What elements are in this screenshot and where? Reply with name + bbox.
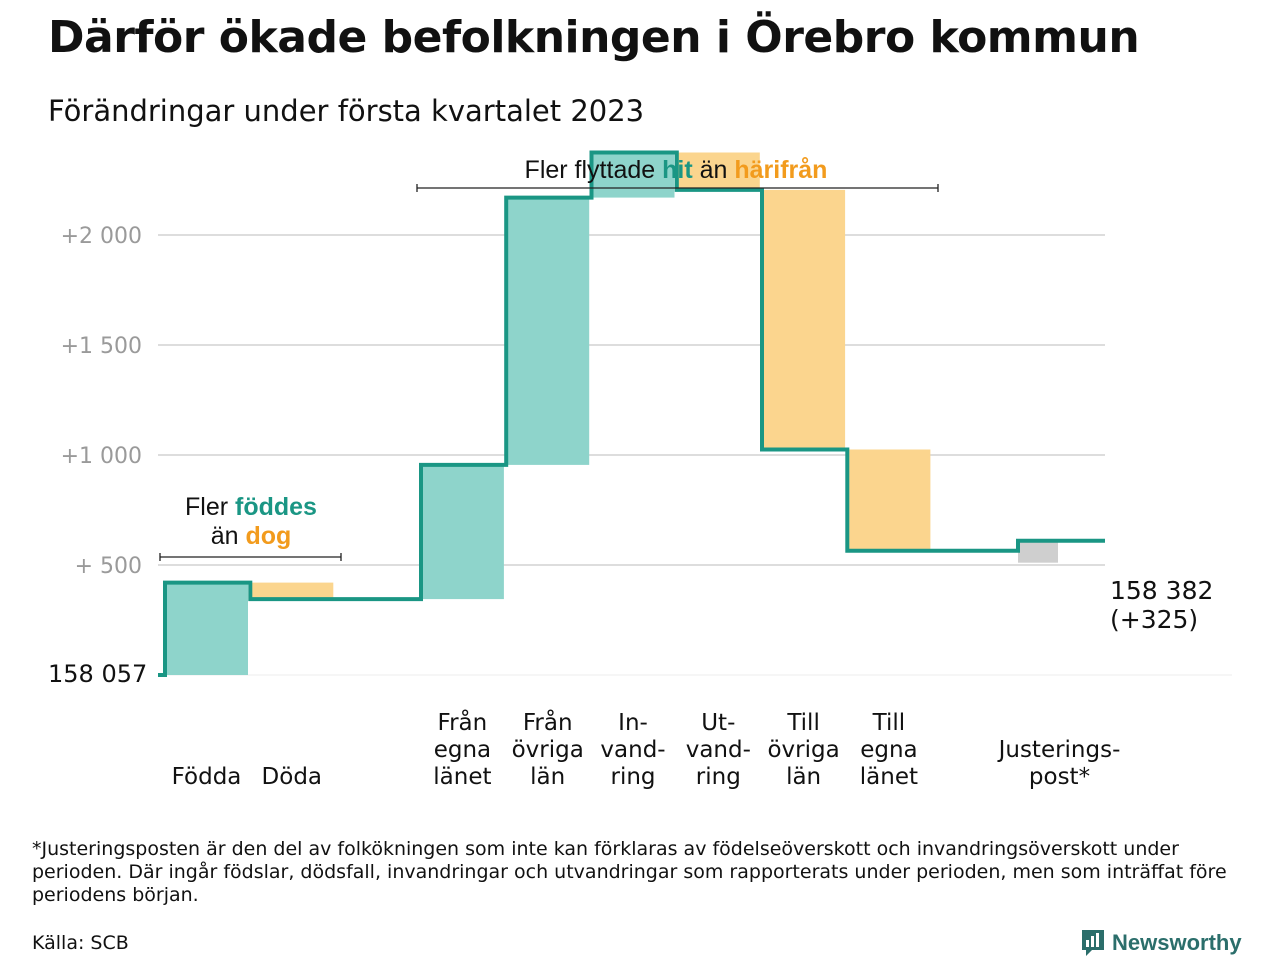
waterfall-bar bbox=[1018, 540, 1058, 563]
waterfall-bar bbox=[250, 582, 334, 600]
waterfall-bar bbox=[506, 197, 590, 465]
category-label: vand- bbox=[600, 737, 665, 763]
y-tick-label: +1 000 bbox=[61, 444, 142, 469]
waterfall-bar bbox=[676, 152, 760, 190]
category-label: övriga bbox=[512, 737, 584, 763]
end-change-label: (+325) bbox=[1110, 605, 1198, 634]
annotation-text-part: härifrån bbox=[734, 156, 827, 184]
waterfall-bar bbox=[165, 582, 248, 675]
annotation-text-part: dog bbox=[245, 522, 291, 550]
category-label: Från bbox=[438, 708, 488, 736]
newsworthy-logo-icon bbox=[1082, 930, 1104, 956]
category-label: Ut- bbox=[701, 710, 735, 736]
waterfall-bar bbox=[591, 152, 675, 198]
category-label: län bbox=[786, 764, 821, 790]
category-label: Från bbox=[523, 708, 573, 736]
y-tick-label: +1 500 bbox=[61, 334, 142, 359]
category-label: ring bbox=[696, 764, 741, 790]
annotation-text-part: föddes bbox=[235, 493, 317, 521]
category-label: länet bbox=[433, 764, 491, 790]
annotation-text-part: hit bbox=[662, 156, 693, 184]
waterfall-bar bbox=[420, 464, 504, 600]
category-label: Justerings- bbox=[997, 737, 1121, 763]
annotation-bracket-births bbox=[159, 553, 342, 561]
category-label: övriga bbox=[767, 737, 839, 763]
category-label: egna bbox=[860, 737, 917, 763]
source-note: Källa: SCB bbox=[32, 932, 129, 954]
waterfall-bar bbox=[847, 449, 931, 551]
footnote: *Justeringsposten är den del av folkökni… bbox=[32, 838, 1227, 906]
y-tick-label: +2 000 bbox=[61, 224, 142, 249]
start-value-label: 158 057 bbox=[48, 660, 147, 688]
annotation-births-line2: än dog bbox=[211, 522, 292, 550]
annotation-moves: Fler flyttade hit än härifrån bbox=[525, 156, 828, 184]
annotation-bracket-moves bbox=[416, 184, 939, 192]
annotation-text-part: Fler bbox=[185, 493, 235, 521]
category-label: Till bbox=[786, 710, 820, 736]
category-label: egna bbox=[434, 737, 491, 763]
end-value-label: 158 382 bbox=[1110, 576, 1213, 605]
category-label: vand- bbox=[686, 737, 751, 763]
y-tick-label: + 500 bbox=[75, 554, 142, 579]
cumulative-line bbox=[158, 150, 1105, 677]
brand-logo: Newsworthy bbox=[1080, 928, 1242, 958]
category-label: Till bbox=[872, 710, 906, 736]
annotation-text-part: än bbox=[211, 522, 246, 550]
annotation-births-line1: Fler föddes bbox=[185, 493, 317, 521]
category-label: länet bbox=[860, 764, 918, 790]
chart-subtitle: Förändringar under första kvartalet 2023 bbox=[48, 94, 645, 128]
brand-name: Newsworthy bbox=[1112, 930, 1242, 955]
category-label: län bbox=[530, 764, 565, 790]
waterfall-bar bbox=[762, 189, 846, 450]
category-label: post* bbox=[1029, 764, 1090, 790]
category-label: Döda bbox=[262, 764, 322, 790]
category-label: Födda bbox=[172, 764, 242, 790]
chart-title: Därför ökade befolkningen i Örebro kommu… bbox=[48, 12, 1140, 63]
annotation-text-part: än bbox=[693, 156, 735, 184]
category-label: In- bbox=[618, 710, 648, 736]
category-label: ring bbox=[610, 764, 655, 790]
annotation-text-part: Fler flyttade bbox=[525, 156, 663, 184]
